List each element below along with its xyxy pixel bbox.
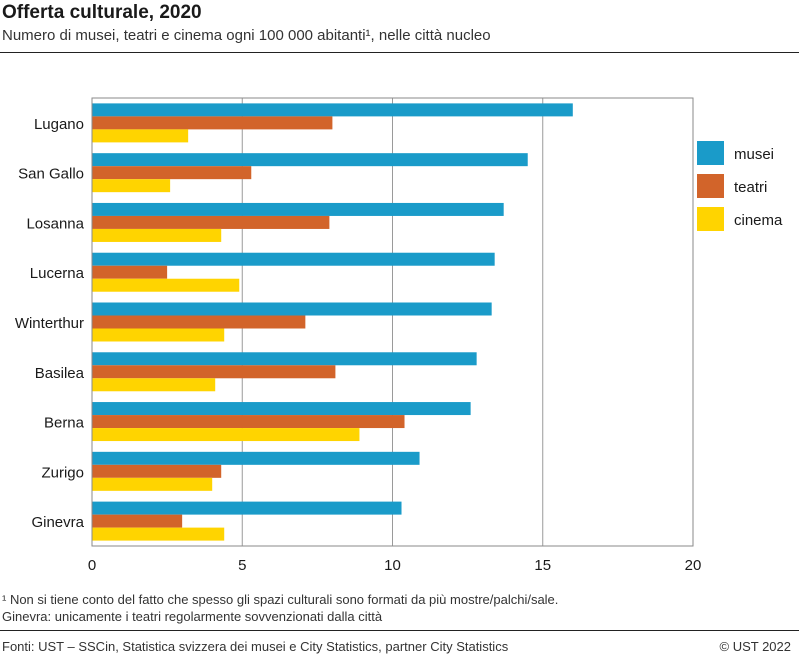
bar-teatri-zurigo xyxy=(92,464,222,478)
chart-subtitle: Numero di musei, teatri e cinema ogni 10… xyxy=(2,27,491,44)
bar-musei-winterthur xyxy=(92,302,492,316)
bar-musei-lucerna xyxy=(92,252,495,266)
bar-teatri-berna xyxy=(92,415,405,429)
bar-cinema-lugano xyxy=(92,129,189,143)
bottom-divider xyxy=(0,630,799,631)
category-label: Winterthur xyxy=(15,315,84,332)
x-tick-label: 20 xyxy=(685,557,702,574)
bar-teatri-lucerna xyxy=(92,265,168,279)
copyright: © UST 2022 xyxy=(719,639,792,654)
bar-musei-basilea xyxy=(92,352,477,366)
bar-musei-zurigo xyxy=(92,451,420,465)
legend-label-cinema: cinema xyxy=(734,212,783,229)
category-label: Lucerna xyxy=(30,265,85,282)
top-divider xyxy=(0,52,799,53)
category-label: Berna xyxy=(44,415,85,432)
legend-label-teatri: teatri xyxy=(734,179,767,196)
bar-teatri-lugano xyxy=(92,116,333,130)
bar-cinema-lucerna xyxy=(92,278,240,292)
category-label: Losanna xyxy=(26,215,84,232)
bar-musei-lugano xyxy=(92,103,573,117)
plot-frame xyxy=(91,97,694,547)
bar-musei-san-gallo xyxy=(92,153,528,167)
bar-chart: Lugano San Gallo Losanna Lucerna Winterthur B… xyxy=(15,97,783,574)
x-tick-label: 0 xyxy=(88,557,96,574)
bar-teatri-losanna xyxy=(92,215,330,229)
category-label: Basilea xyxy=(35,365,85,382)
source-note: Fonti: UST – SSCin, Statistica svizzera … xyxy=(2,639,509,654)
bar-cinema-berna xyxy=(92,428,360,442)
category-label: Zurigo xyxy=(41,464,84,481)
bar-cinema-zurigo xyxy=(92,477,213,491)
bar-musei-berna xyxy=(92,402,471,416)
bar-cinema-winterthur xyxy=(92,328,225,342)
bar-teatri-san-gallo xyxy=(92,166,252,180)
bar-teatri-winterthur xyxy=(92,315,306,329)
x-tick-label: 5 xyxy=(238,557,246,574)
legend-swatch-musei xyxy=(697,141,724,165)
footnote-2: Ginevra: unicamente i teatri regolarment… xyxy=(2,609,383,624)
bar-teatri-basilea xyxy=(92,365,336,379)
category-label: Lugano xyxy=(34,116,84,133)
bar-cinema-losanna xyxy=(92,228,222,242)
x-tick-label: 10 xyxy=(384,557,401,574)
chart-title: Offerta culturale, 2020 xyxy=(2,2,202,23)
bar-cinema-basilea xyxy=(92,378,216,392)
footnote-1: ¹ Non si tiene conto del fatto che spess… xyxy=(2,592,559,607)
category-label: San Gallo xyxy=(18,166,84,183)
legend-swatch-cinema xyxy=(697,207,724,231)
x-tick-label: 15 xyxy=(534,557,551,574)
bar-teatri-ginevra xyxy=(92,514,183,528)
bar-cinema-ginevra xyxy=(92,527,225,541)
category-label: Ginevra xyxy=(31,514,84,531)
legend-swatch-teatri xyxy=(697,174,724,198)
legend-label-musei: musei xyxy=(734,146,774,163)
bar-musei-losanna xyxy=(92,202,504,216)
bar-cinema-san-gallo xyxy=(92,179,171,193)
bar-musei-ginevra xyxy=(92,501,402,515)
